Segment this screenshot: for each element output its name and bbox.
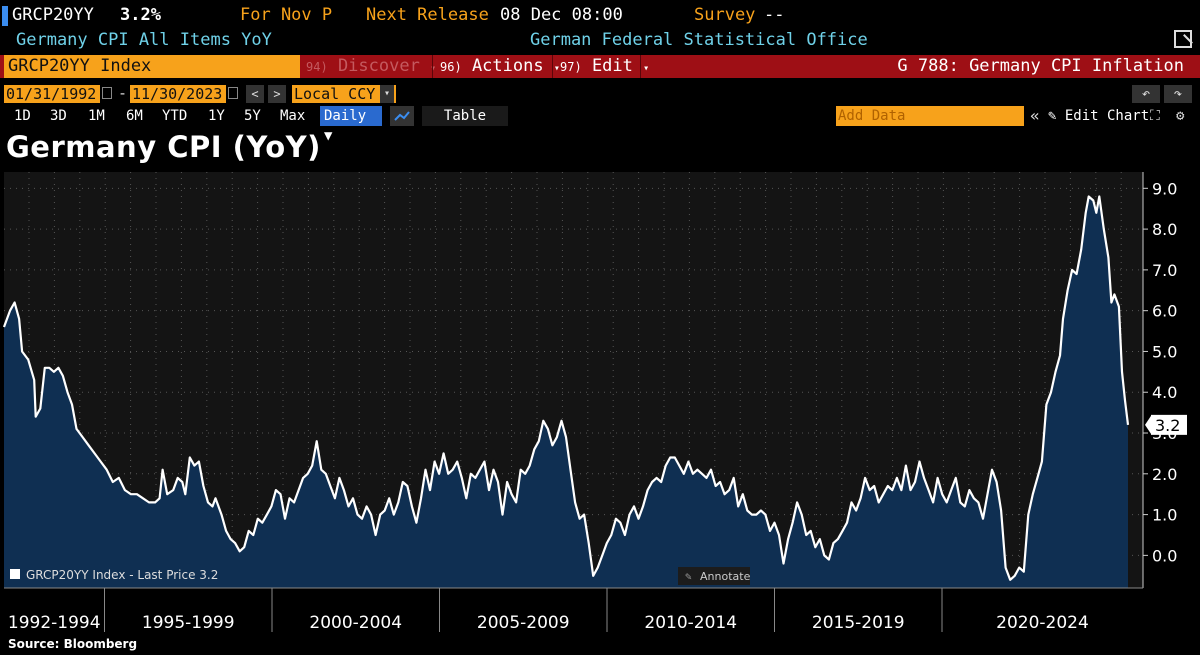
period-max[interactable]: Max	[280, 108, 306, 124]
period-1d[interactable]: 1D	[14, 108, 31, 124]
x-period-label: 2010-2014	[644, 613, 737, 633]
description-row: Germany CPI All Items YoY German Federal…	[0, 28, 1200, 52]
y-tick-label: 0.0	[1152, 546, 1177, 565]
series-line	[2, 195, 1130, 581]
ticker[interactable]: GRCP20YY	[12, 5, 94, 25]
y-tick-label: 5.0	[1152, 342, 1177, 361]
y-tick-label: 6.0	[1152, 302, 1177, 321]
command-bar: GRCP20YY Index 94) Discover ▾ 96) Action…	[0, 55, 1200, 78]
x-period-label: 2005-2009	[477, 613, 570, 633]
chevron-down-icon: ▾	[643, 63, 650, 74]
date-range-bar: 01/31/1992 - 11/30/2023 < > Local CCY ▾ …	[0, 84, 1200, 104]
collapse-button[interactable]: «	[1030, 106, 1040, 125]
annotate-label: Annotate	[700, 570, 751, 583]
y-tick-label: 7.0	[1152, 261, 1177, 280]
edit-menu[interactable]: 97) Edit ▾	[560, 55, 649, 78]
calendar-icon[interactable]	[228, 87, 238, 99]
edit-number: 97)	[560, 60, 582, 74]
y-tick-label: 4.0	[1152, 383, 1177, 402]
legend-label: GRCP20YY Index - Last Price 3.2	[26, 568, 218, 582]
end-date-input[interactable]: 11/30/2023	[130, 85, 226, 103]
chevron-down-icon: ▾	[430, 63, 437, 74]
next-release-label: Next Release	[366, 5, 489, 25]
period-3d[interactable]: 3D	[50, 108, 67, 124]
table-button[interactable]: Table	[422, 106, 508, 126]
period-1y[interactable]: 1Y	[208, 108, 225, 124]
menu-divider	[432, 55, 433, 78]
period-5y[interactable]: 5Y	[244, 108, 261, 124]
actions-label: Actions	[471, 56, 544, 76]
edit-label: Edit	[591, 56, 633, 76]
discover-number: 94)	[306, 60, 328, 74]
last-price: 3.2%	[120, 5, 161, 25]
y-tick-label: 1.0	[1152, 506, 1177, 525]
period-bar: 1D 3D 1M 6M YTD 1Y 5Y Max Daily ▼ Table …	[0, 106, 1200, 144]
expand-icon[interactable]: ⛶	[1150, 108, 1160, 124]
pencil-icon: ✎	[685, 570, 692, 583]
period-ytd[interactable]: YTD	[162, 108, 188, 124]
x-period-label: 2020-2024	[996, 613, 1089, 633]
line-chart-button[interactable]	[390, 106, 414, 126]
period-1m[interactable]: 1M	[88, 108, 105, 124]
actions-menu[interactable]: 96) Actions ▾	[440, 55, 560, 78]
x-period-label: 2000-2004	[309, 613, 402, 633]
y-tick-label: 9.0	[1152, 179, 1177, 198]
x-period-label: 1995-1999	[142, 613, 235, 633]
calendar-icon[interactable]	[102, 87, 112, 99]
annotate-button	[678, 567, 750, 585]
legend-swatch	[10, 569, 20, 579]
y-tick-label: 2.0	[1152, 465, 1177, 484]
menu-divider	[552, 55, 553, 78]
add-data-input[interactable]: Add Data	[836, 106, 1024, 126]
y-tick-label: 8.0	[1152, 220, 1177, 239]
edit-chart-button[interactable]: ✎ Edit Chart	[1048, 108, 1150, 124]
chevron-down-icon: ▾	[380, 85, 394, 103]
discover-label: Discover	[337, 56, 420, 76]
currency-value: Local CCY	[294, 85, 376, 103]
currency-select[interactable]: Local CCY ▾	[292, 85, 396, 103]
prev-period-button[interactable]: <	[246, 85, 264, 103]
gear-icon[interactable]: ⚙	[1176, 108, 1185, 124]
start-date-input[interactable]: 01/31/1992	[4, 85, 100, 103]
graph-title: G 788: Germany CPI Inflation	[897, 56, 1184, 76]
next-release-value: 08 Dec 08:00	[500, 5, 623, 25]
menu-divider	[640, 55, 641, 78]
survey-value: --	[764, 5, 785, 25]
actions-number: 96)	[440, 60, 462, 74]
security-description: Germany CPI All Items YoY	[16, 30, 272, 50]
chart-title: Germany CPI (YoY)	[6, 130, 321, 164]
x-period-label: 2015-2019	[812, 613, 905, 633]
cpi-chart[interactable]: 0.01.02.03.04.05.06.07.08.09.03.2GRCP20Y…	[0, 170, 1200, 635]
redo-button[interactable]: ↷	[1164, 85, 1192, 103]
period-label: For Nov P	[240, 5, 333, 25]
last-price-box	[1151, 414, 1187, 435]
chevron-down-icon: ▾	[553, 63, 560, 74]
date-separator: -	[118, 84, 128, 102]
series-area	[4, 196, 1128, 588]
last-price-label: 3.2	[1155, 416, 1180, 435]
next-period-button[interactable]: >	[268, 85, 286, 103]
security-marker	[2, 6, 8, 26]
period-6m[interactable]: 6M	[126, 108, 143, 124]
security-input[interactable]: GRCP20YY Index	[4, 55, 300, 78]
line-chart-icon	[394, 111, 410, 121]
frequency-select[interactable]: Daily ▼	[320, 106, 382, 144]
x-period-label: 1992-1994	[8, 613, 101, 633]
security-header: GRCP20YY 3.2% For Nov P Next Release 08 …	[0, 2, 1200, 28]
survey-label: Survey	[694, 5, 756, 25]
source-note: Source: Bloomberg	[8, 637, 138, 651]
last-price-pointer	[1145, 415, 1151, 434]
source-organization: German Federal Statistical Office	[530, 30, 868, 50]
undo-button[interactable]: ↶	[1132, 85, 1160, 103]
discover-menu[interactable]: 94) Discover ▾	[306, 55, 436, 78]
popout-icon[interactable]	[1174, 30, 1192, 48]
